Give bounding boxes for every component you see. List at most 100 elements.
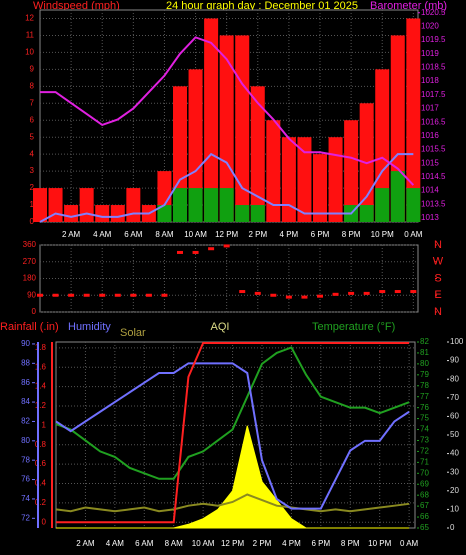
x-tick-label: 10 PM — [371, 230, 394, 239]
y-tick-label: 69 — [420, 479, 429, 488]
line — [55, 346, 410, 480]
x-tick-label: 10 AM — [184, 230, 207, 239]
y-tick-label: 84 — [21, 397, 30, 406]
y-tick-label: E — [434, 289, 441, 301]
y-tick-label: 1019 — [421, 49, 439, 58]
bar — [204, 18, 219, 223]
point — [99, 293, 106, 297]
y-tick-label: 71 — [420, 457, 429, 466]
y-tick-label: 60 — [450, 412, 459, 421]
y-tick-label: 72 — [420, 447, 429, 456]
point — [410, 290, 417, 294]
y-tick-label: 1018.5 — [421, 63, 446, 72]
line — [55, 362, 410, 510]
y-tick-label: 50 — [450, 430, 459, 439]
y-tick-label: S — [434, 272, 441, 284]
y-tick-label: 12 — [25, 14, 34, 23]
y-tick-label: 100 — [450, 337, 464, 346]
y-tick-label: 180 — [23, 274, 37, 283]
barometer-axis-title: Barometer (mb) — [370, 0, 447, 12]
x-tick-label: 6 PM — [311, 230, 330, 239]
bar — [328, 137, 343, 222]
bar — [235, 205, 250, 222]
y-tick-label: 0 — [32, 307, 37, 316]
x-tick-label: 6 AM — [135, 539, 154, 548]
bar — [406, 18, 421, 223]
y-tick-label: 81 — [420, 348, 429, 357]
y-tick-label: 88 — [21, 358, 30, 367]
y-tick-label: 72 — [21, 513, 30, 522]
y-tick-label: 360 — [23, 240, 37, 249]
bar — [204, 188, 219, 222]
bar — [281, 137, 296, 222]
area — [56, 425, 410, 529]
x-tick-label: 6 AM — [124, 230, 143, 239]
y-tick-label: N — [434, 239, 442, 251]
y-tick-label: 7 — [30, 98, 35, 107]
y-tick-label: 0 — [30, 217, 35, 226]
point — [254, 291, 261, 295]
y-tick-label: 79 — [420, 370, 429, 379]
y-tick-label: 65 — [420, 523, 429, 532]
y-tick-label: 11 — [26, 31, 35, 40]
y-tick-label: 68 — [420, 490, 429, 499]
y-tick-label: 1020 — [421, 22, 439, 31]
bar — [33, 188, 47, 222]
y-tick-label: 1018 — [421, 76, 439, 85]
y-tick-label: 3 — [30, 166, 35, 175]
y-tick-label: 78 — [21, 455, 30, 464]
y-tick-label: 8 — [30, 81, 35, 90]
y-tick-label: 270 — [23, 257, 37, 266]
bar — [173, 86, 187, 222]
point — [68, 293, 75, 297]
y-tick-label: 1014 — [421, 186, 439, 195]
y-tick-label: 80 — [21, 436, 30, 445]
x-tick-label: 0 AM — [400, 539, 419, 548]
y-tick-label: 9 — [30, 64, 35, 73]
bar — [375, 69, 390, 222]
y-tick-label: 40 — [450, 449, 459, 458]
y-tick-label: 86 — [21, 378, 30, 387]
y-tick-label: 6 — [30, 115, 35, 124]
bar — [173, 188, 187, 222]
point — [394, 290, 401, 294]
y-tick-label: 1 — [30, 200, 35, 209]
y-tick-label: 75 — [420, 414, 429, 423]
y-tick-label: N — [434, 306, 442, 318]
y-tick-label: 90 — [450, 356, 459, 365]
x-tick-label: 4 PM — [282, 539, 301, 548]
point — [177, 250, 183, 254]
bar — [79, 188, 94, 222]
y-tick-label: 80 — [450, 374, 459, 383]
y-tick-label: 30 — [450, 467, 459, 476]
bar — [95, 205, 110, 222]
bar — [219, 188, 234, 222]
y-tick-label: 70 — [420, 468, 429, 477]
y-tick-label: 4 — [30, 149, 35, 158]
point — [239, 290, 246, 294]
y-tick-label: W — [433, 256, 444, 268]
bar — [250, 205, 265, 222]
bar — [188, 188, 203, 222]
legend-aqi: AQI — [211, 321, 230, 333]
point — [379, 290, 386, 294]
y-tick-label: 0 — [450, 523, 455, 532]
y-tick-label: 76 — [420, 403, 429, 412]
bar — [235, 35, 250, 222]
point — [301, 295, 308, 299]
y-tick-label: 78 — [420, 381, 429, 390]
legend-rainfall: Rainfall (.in) — [0, 321, 59, 333]
y-tick-label: 1015 — [421, 158, 439, 167]
y-tick-label: 77 — [420, 392, 429, 401]
x-tick-label: 8 PM — [342, 230, 361, 239]
x-tick-label: 12 PM — [215, 230, 238, 239]
y-tick-label: 1 — [42, 420, 47, 429]
y-tick-label: 1013 — [421, 213, 439, 222]
y-tick-label: 10 — [450, 505, 459, 514]
y-tick-label: 90 — [27, 290, 36, 299]
bar — [157, 205, 172, 222]
x-tick-label: 0 AM — [404, 230, 423, 239]
y-tick-label: 1.2 — [35, 401, 47, 410]
y-tick-label: 1013.5 — [421, 199, 446, 208]
